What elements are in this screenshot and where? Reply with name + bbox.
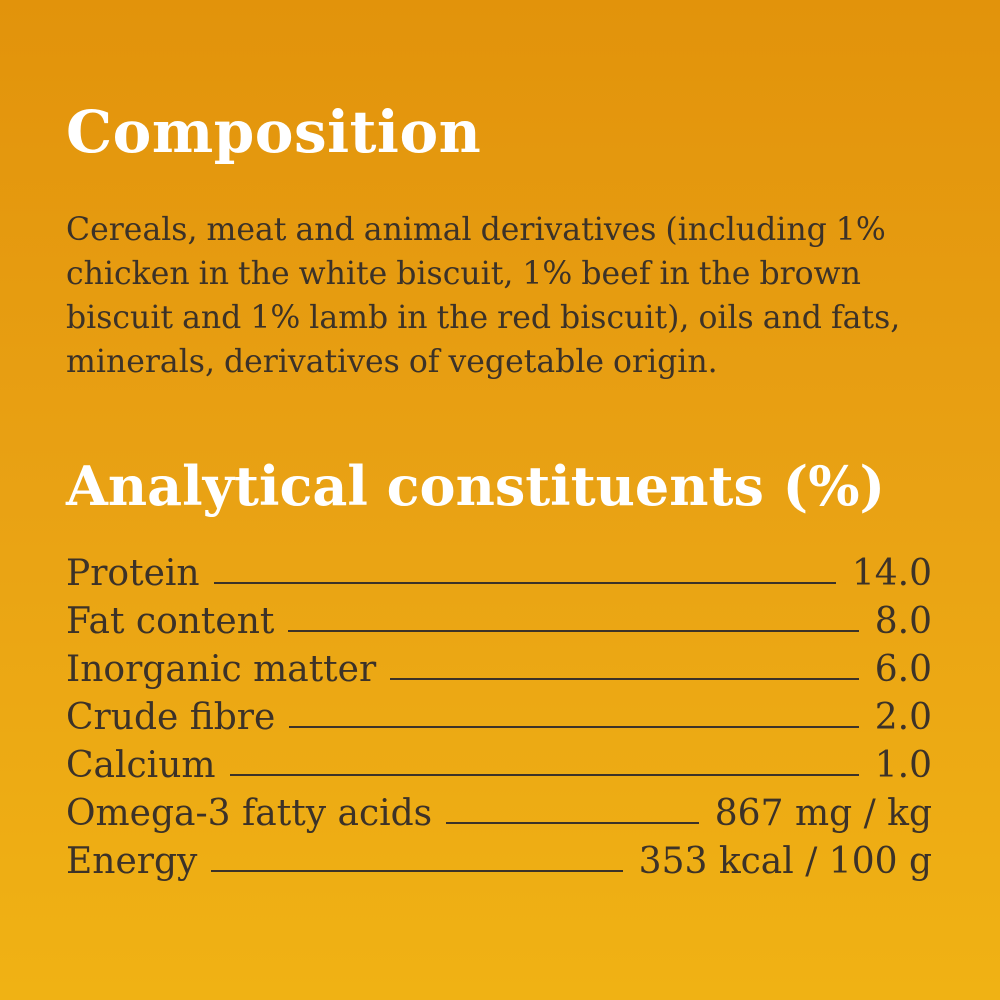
analytical-constituents-heading: Analytical constituents (%) [66,454,886,518]
constituent-label: Calcium [66,745,216,786]
constituent-value: 867 mg / kg [714,793,932,834]
constituent-label: Protein [66,553,200,594]
constituent-value: 1.0 [874,745,932,786]
constituent-row-protein: Protein 14.0 [66,550,932,598]
constituent-row-inorganic-matter: Inorganic matter 6.0 [66,646,932,694]
constituent-value: 2.0 [874,697,932,738]
constituent-value: 353 kcal / 100 g [638,841,932,882]
leader-line [288,630,859,632]
constituent-label: Crude fibre [66,697,276,738]
constituent-value: 6.0 [874,649,932,690]
leader-line [446,822,699,824]
leader-line [229,774,859,776]
leader-line [213,582,836,584]
constituent-value: 8.0 [874,601,932,642]
constituent-row-calcium: Calcium 1.0 [66,742,932,790]
constituent-label: Fat content [66,601,275,642]
leader-line [390,678,859,680]
constituent-label: Energy [66,841,198,882]
constituent-value: 14.0 [851,553,932,594]
constituent-label: Omega-3 fatty acids [66,793,433,834]
constituent-row-energy: Energy 353 kcal / 100 g [66,838,932,886]
constituent-row-fat-content: Fat content 8.0 [66,598,932,646]
leader-line [289,726,859,728]
leader-line [211,870,623,872]
analytical-constituents-list: Protein 14.0 Fat content 8.0 Inorganic m… [66,550,932,886]
constituent-row-omega-3: Omega-3 fatty acids 867 mg / kg [66,790,932,838]
constituent-row-crude-fibre: Crude fibre 2.0 [66,694,932,742]
constituent-label: Inorganic matter [66,649,377,690]
composition-text: Cereals, meat and animal derivatives (in… [66,212,901,380]
composition-heading: Composition [66,98,482,166]
